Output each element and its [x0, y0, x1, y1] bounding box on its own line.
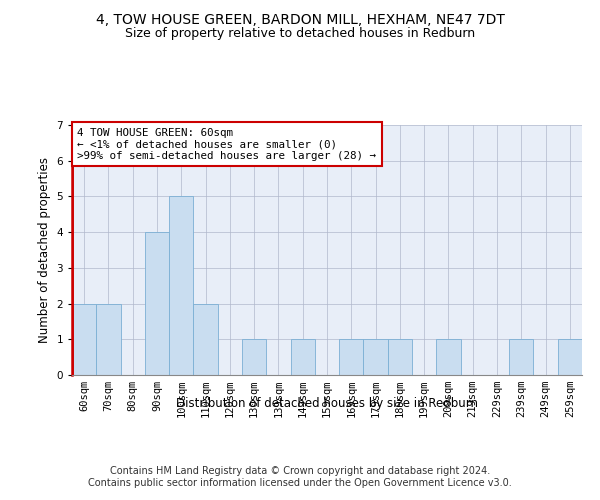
Text: Contains HM Land Registry data © Crown copyright and database right 2024.
Contai: Contains HM Land Registry data © Crown c… [88, 466, 512, 487]
Bar [388, 340, 412, 375]
Bar [193, 304, 218, 375]
Text: 4, TOW HOUSE GREEN, BARDON MILL, HEXHAM, NE47 7DT: 4, TOW HOUSE GREEN, BARDON MILL, HEXHAM,… [95, 12, 505, 26]
Bar [436, 340, 461, 375]
Bar [96, 304, 121, 375]
Text: 4 TOW HOUSE GREEN: 60sqm
← <1% of detached houses are smaller (0)
>99% of semi-d: 4 TOW HOUSE GREEN: 60sqm ← <1% of detach… [77, 128, 376, 160]
Bar [339, 340, 364, 375]
Y-axis label: Number of detached properties: Number of detached properties [38, 157, 51, 343]
Bar [290, 340, 315, 375]
Bar [364, 340, 388, 375]
Bar [72, 304, 96, 375]
Bar [558, 340, 582, 375]
Text: Size of property relative to detached houses in Redburn: Size of property relative to detached ho… [125, 28, 475, 40]
Bar [145, 232, 169, 375]
Bar [509, 340, 533, 375]
Bar [242, 340, 266, 375]
Bar [169, 196, 193, 375]
Text: Distribution of detached houses by size in Redburn: Distribution of detached houses by size … [176, 398, 478, 410]
